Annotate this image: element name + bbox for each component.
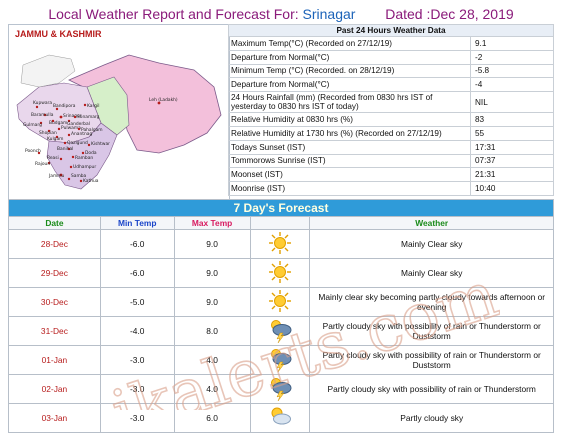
sun-icon [268, 232, 291, 254]
table-row: Tommorows Sunrise (IST) 07:37 [228, 153, 554, 169]
map-label-shopian: Shopian [39, 130, 57, 136]
table-row: Todays Sunset (IST) 17:31 [228, 139, 554, 155]
past-24h-table: Past 24 Hours Weather Data Maximum Temp(… [228, 24, 554, 196]
map-label-kargil: Kargil [87, 103, 99, 109]
col-header-weather: Weather [309, 216, 554, 230]
report-header: Local Weather Report and Forecast For: S… [0, 6, 562, 26]
map-label-leh: Leh (Ladakh) [149, 97, 178, 103]
past-24h-caption: Past 24 Hours Weather Data [228, 24, 554, 37]
sun-icon [268, 261, 291, 283]
map-label-kathua: Kathua [83, 178, 99, 184]
table-row: Relative Humidity at 1730 hrs (%) (Recor… [228, 125, 554, 141]
map-label-bandipora: Bandipora [53, 103, 76, 109]
thunderstorm-icon [270, 320, 292, 344]
thunderstorm-icon [270, 378, 292, 402]
map-label-banihal: Banihal [57, 146, 73, 152]
map-label-samba: Samba [71, 173, 87, 179]
map-label-poonch: Poonch [25, 148, 41, 154]
header-prefix: Local Weather Report and Forecast For: [48, 6, 299, 22]
header-city[interactable]: Srinagar [302, 6, 356, 22]
map-label-reasi: Reasi [47, 155, 59, 161]
header-date: Dated :Dec 28, 2019 [385, 6, 514, 22]
table-row: Relative Humidity at 0830 hrs (%) 83 [228, 112, 554, 127]
map-label-gulmarg: Gulmarg [23, 122, 42, 128]
table-row: Moonset (IST) 21:31 [228, 167, 554, 183]
col-header-min-temp: Min Temp [99, 216, 175, 230]
table-row: Minimum Temp (°C) (Recorded. on 28/12/19… [228, 63, 554, 79]
col-header-date: Date [8, 216, 101, 230]
map-label-doda: Doda [85, 150, 97, 156]
map-label-srinagar: Srinagar [63, 113, 82, 119]
map-label-udhampur: Udhampur [73, 164, 96, 170]
table-row: 03-Jan -3.0 6.0 Partly cloudy sky [8, 403, 554, 433]
map-label-pahalgam: Pahalgam [81, 127, 103, 133]
table-row: Maximum Temp(°C) (Recorded on 27/12/19) 9… [228, 36, 554, 51]
table-row: 01-Jan -3.0 4.0 Partly cloudy sky with p… [8, 345, 554, 375]
col-header-max-temp: Max Temp [173, 216, 251, 230]
map-label-kupwara: Kupwara [33, 100, 52, 106]
map-label-anantnag: Anantnag [71, 131, 92, 137]
forecast-table: 7 Day's Forecast Date Min Temp Max Temp … [8, 199, 554, 433]
table-row: Departure from Normal(°C) -2 [228, 49, 554, 65]
col-header-icon [249, 216, 311, 230]
map-title: JAMMU & KASHMIR [15, 29, 102, 39]
table-row: Departure from Normal(°C) -4 [228, 77, 554, 93]
map-label-qazigund: Qazigund [67, 140, 88, 146]
thunderstorm-icon [270, 349, 292, 373]
map-label-kulgam: Kulgam [47, 136, 63, 142]
sun-icon [268, 290, 291, 312]
map-label-ganderbal: Ganderbal [67, 121, 90, 127]
map-label-sonamarg: Sonamarg [77, 114, 100, 120]
state-map: JAMMU & KASHMIR Kupwara Bandipora Kargil… [8, 24, 230, 204]
partly-cloudy-icon [271, 407, 291, 425]
map-label-jammu: Jammu [48, 173, 65, 179]
table-row: 02-Jan -3.0 4.0 Partly cloudy sky with p… [8, 374, 554, 404]
map-region-jammu [46, 122, 118, 190]
table-row: 29-Dec -6.0 9.0 Mainly Clear sky [8, 258, 554, 288]
table-row: 31-Dec -4.0 8.0 Partly cloudy sky with p… [8, 316, 554, 346]
table-row: 24 Hours Rainfall (mm) (Recorded from 08… [228, 91, 554, 114]
map-label-pulwama: Pulwama [61, 125, 81, 131]
map-label-rajouri: Rajouri [35, 161, 50, 167]
map-label-baramulla: Baramulla [31, 112, 54, 118]
map-label-budgam: Budgam [49, 120, 67, 126]
map-label-ramban: Ramban [75, 155, 93, 161]
map-label-kishtwar: Kishtwar [91, 141, 110, 147]
forecast-title: 7 Day's Forecast [8, 199, 554, 217]
table-row: 28-Dec -6.0 9.0 Mainly Clear sky [8, 229, 554, 259]
table-row: Moonrise (IST) 10:40 [228, 181, 554, 196]
table-row: 30-Dec -5.0 9.0 Mainly clear sky becomin… [8, 287, 554, 317]
